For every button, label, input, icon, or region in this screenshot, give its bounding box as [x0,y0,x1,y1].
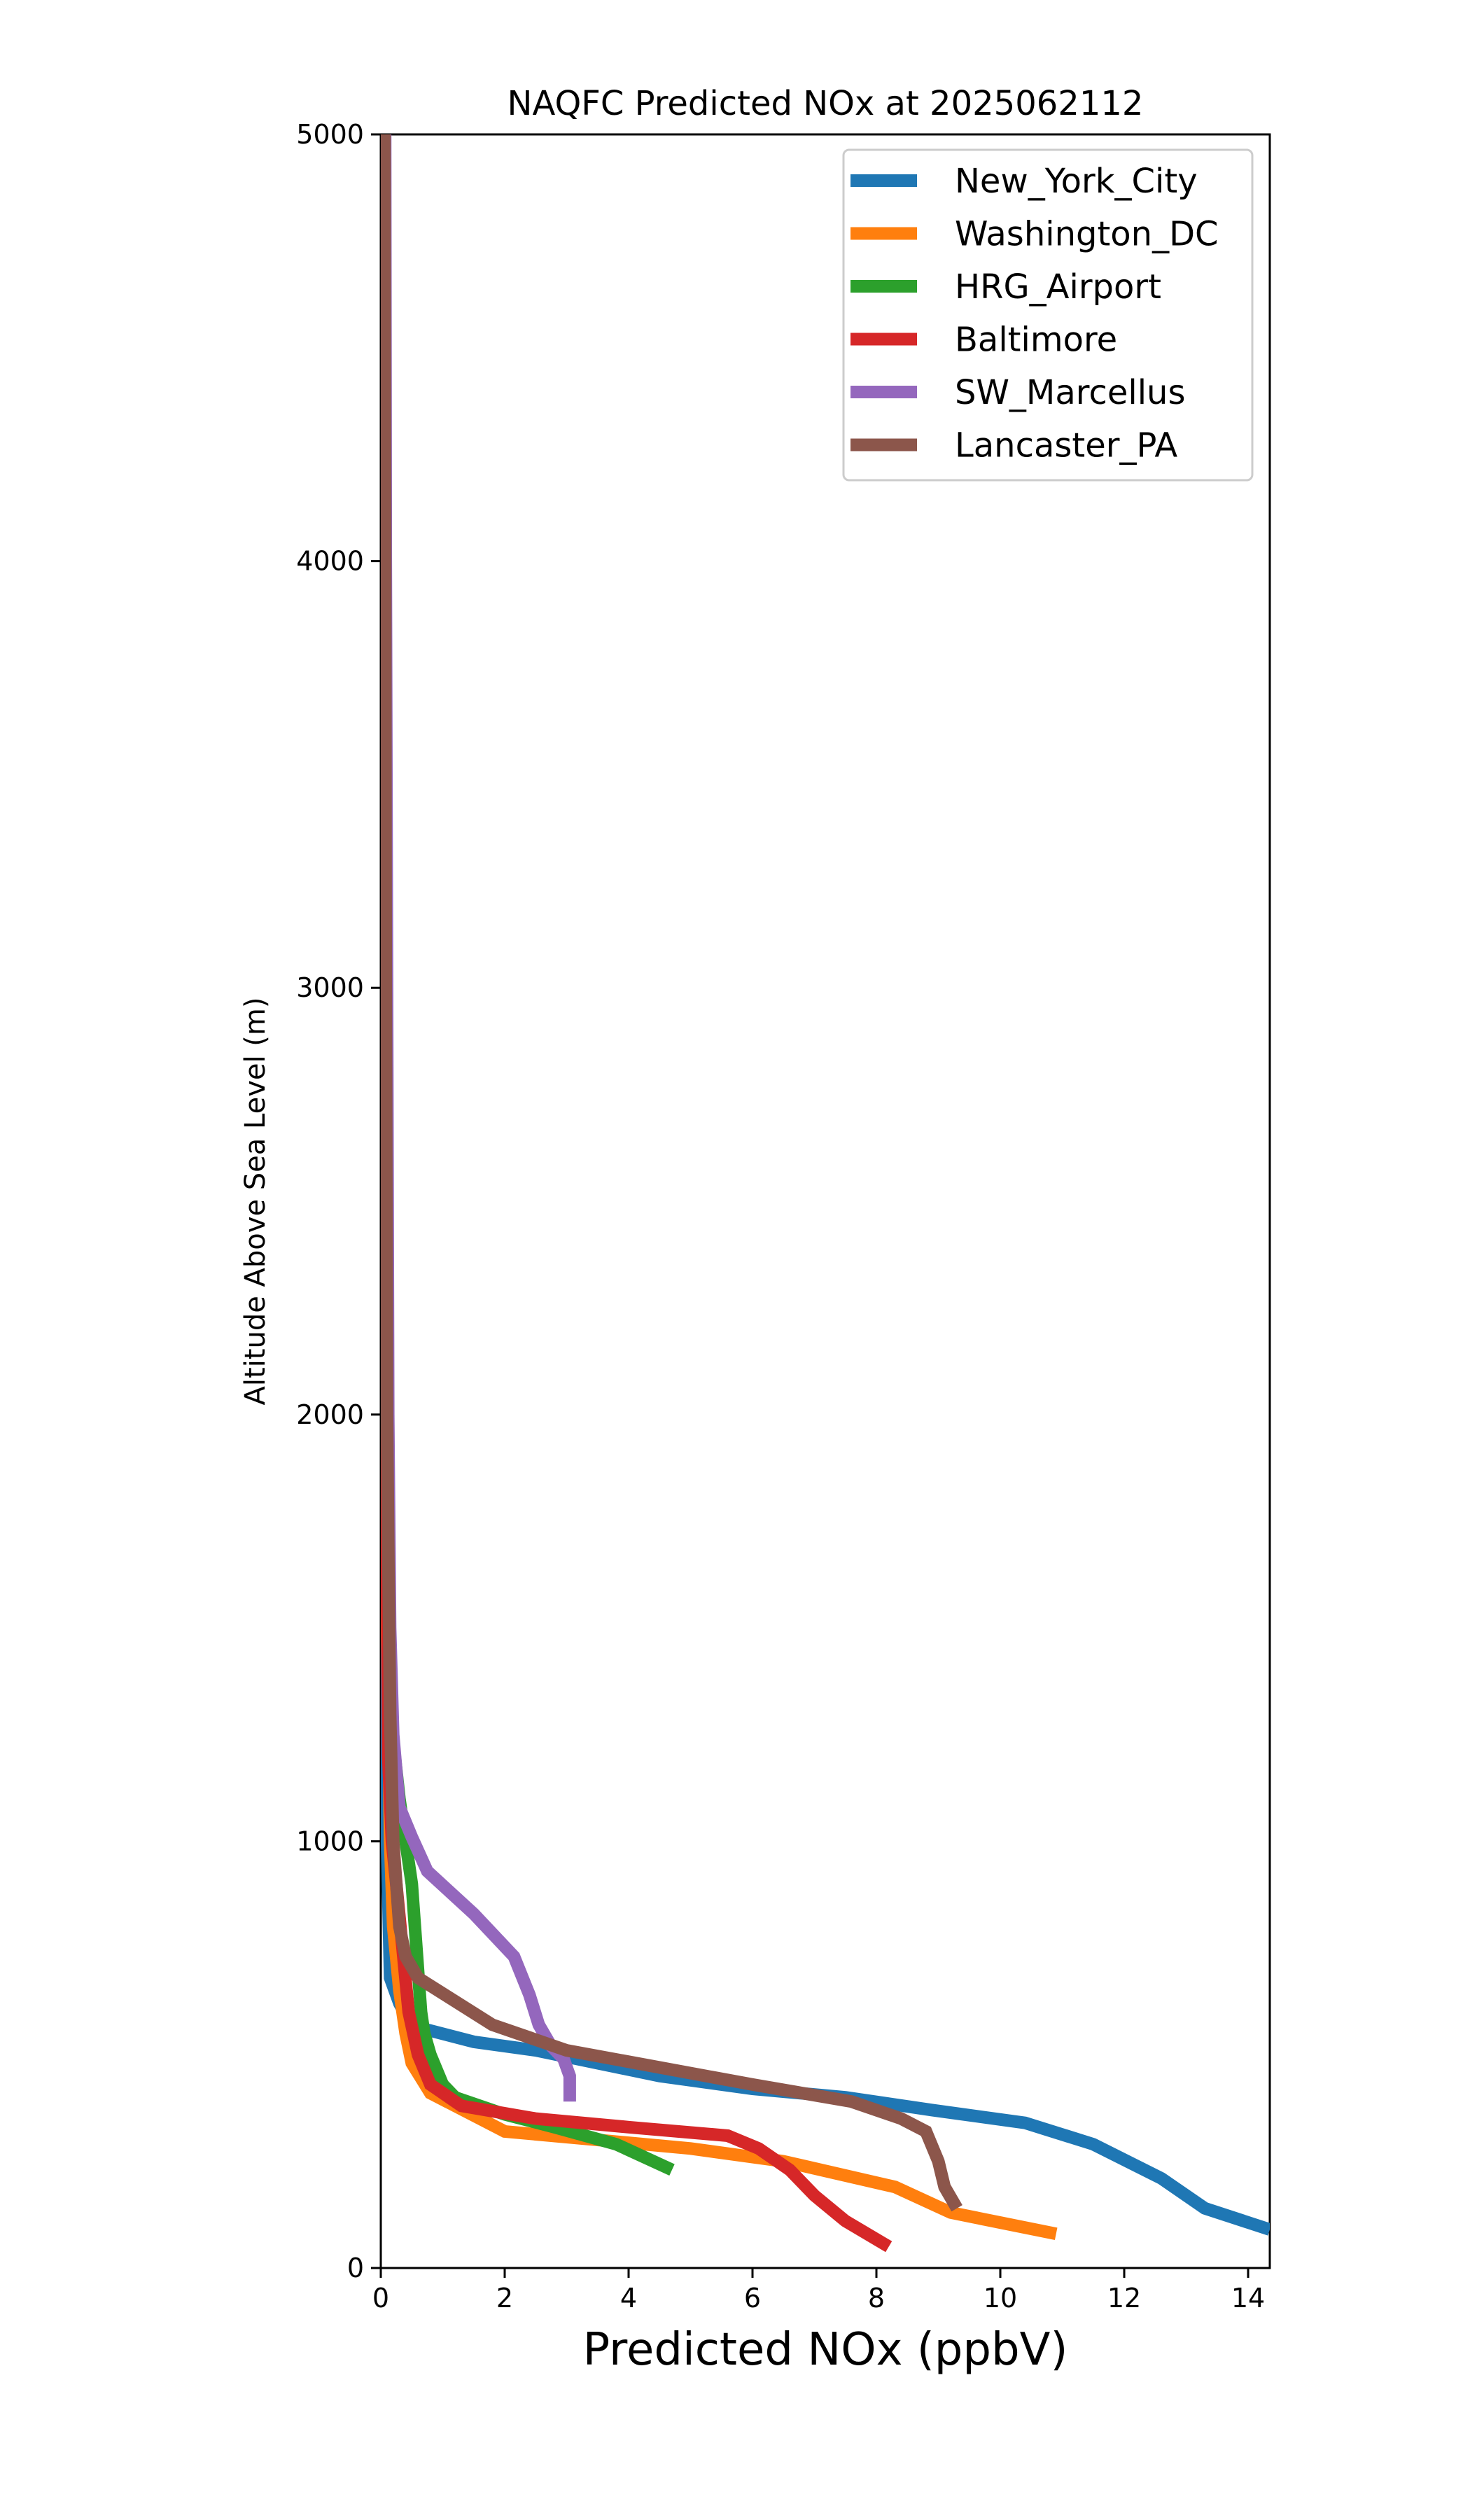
y-tick-label: 5000 [296,119,364,150]
y-axis: 0 1000 2000 3000 4000 5000 [296,119,381,2283]
y-tick-label: 4000 [296,546,364,577]
y-tick-label: 2000 [296,1399,364,1430]
y-axis-label: Altitude Above Sea Level (m) [239,997,272,1406]
legend-label-washington-dc: Washington_DC [955,215,1219,254]
legend-box [842,148,1254,482]
y-tick-label: 1000 [296,1826,364,1856]
legend: New_York_City Washington_DC HRG_Airport Bal… [842,148,1254,482]
y-tick-label: 3000 [296,972,364,1003]
x-tick-label: 6 [744,2283,761,2314]
x-tick-label: 14 [1231,2283,1265,2314]
x-axis-label: Predicted NOx (ppbV) [583,2324,1068,2376]
x-axis: 0 2 4 6 8 10 12 14 [372,2268,1265,2314]
legend-label-baltimore: Baltimore [955,321,1117,360]
x-tick-label: 4 [620,2283,637,2314]
legend-label-sw-marcellus: SW_Marcellus [955,373,1185,412]
legend-label-lancaster-pa: Lancaster_PA [955,426,1177,465]
x-tick-label: 12 [1107,2283,1141,2314]
chart-title: NAQFC Predicted NOx at 2025062112 [507,84,1144,123]
legend-label-new-york-city: New_York_City [955,162,1198,201]
x-tick-label: 10 [983,2283,1017,2314]
plot-area [379,133,1271,2269]
legend-items: New_York_City Washington_DC HRG_Airport Bal… [850,162,1219,465]
x-tick-label: 0 [372,2283,389,2314]
y-tick-label: 0 [347,2253,364,2283]
series-line-lancaster-pa [381,134,962,2212]
legend-label-hrg-airport: HRG_Airport [955,267,1161,307]
series-layer [381,134,1270,2253]
x-tick-label: 2 [496,2283,513,2314]
x-tick-label: 8 [868,2283,885,2314]
